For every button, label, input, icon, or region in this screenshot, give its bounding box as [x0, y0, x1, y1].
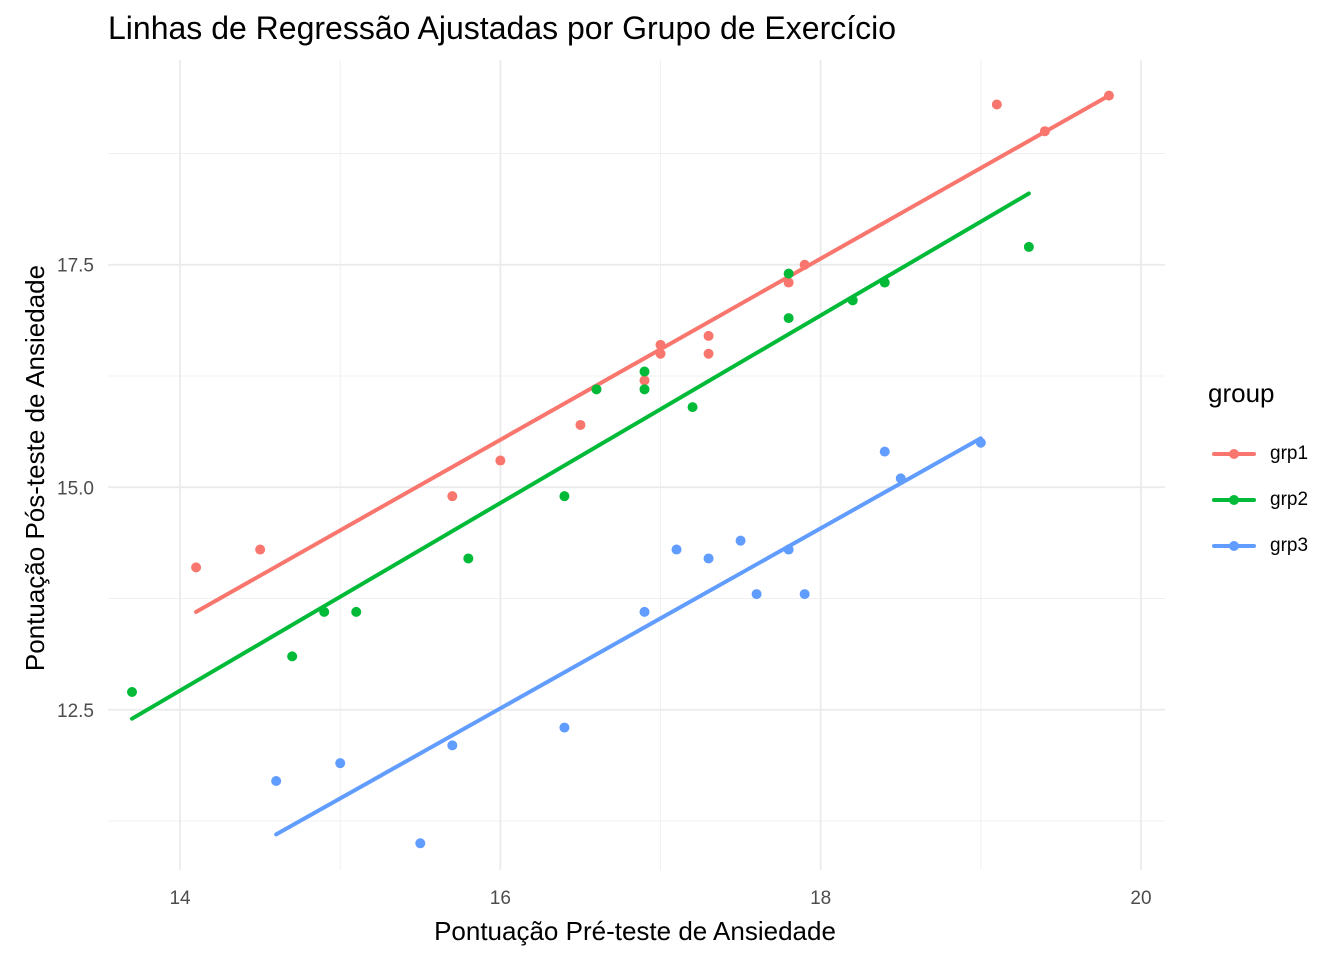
data-point-grp1	[191, 562, 202, 573]
regression-lines	[130, 93, 1111, 837]
data-point-grp1	[703, 330, 714, 341]
legend-point-grp2	[1229, 495, 1239, 505]
data-point-grp2	[559, 491, 570, 502]
data-point-grp1	[447, 491, 458, 502]
legend-key-grp2	[1208, 485, 1260, 515]
data-point-grp2	[351, 606, 362, 617]
data-point-grp3	[879, 446, 890, 457]
data-point-grp3	[975, 437, 986, 448]
data-point-grp3	[559, 722, 570, 733]
legend-point-grp1	[1229, 449, 1239, 459]
x-tick-label: 20	[1130, 888, 1151, 909]
data-point-grp2	[687, 402, 698, 413]
data-point-grp3	[799, 589, 810, 600]
legend: group grp1 grp2 grp3	[1208, 378, 1308, 569]
data-point-grp1	[1039, 126, 1050, 137]
x-axis-tick-labels: 14 16 18 20	[169, 888, 1151, 909]
data-point-grp3	[783, 544, 794, 555]
data-point-grp1	[255, 544, 266, 555]
legend-item-grp3: grp3	[1208, 523, 1308, 569]
data-point-grp3	[735, 535, 746, 546]
data-point-grp3	[271, 775, 282, 786]
data-point-grp2	[639, 366, 650, 377]
data-point-grp1	[495, 455, 506, 466]
data-point-grp3	[671, 544, 682, 555]
legend-key-grp1	[1208, 439, 1260, 469]
x-axis-title: Pontuação Pré-teste de Ansiedade	[434, 916, 836, 946]
data-point-grp1	[703, 348, 714, 359]
x-tick-label: 14	[169, 888, 191, 909]
scatter-plot: 14 16 18 20 12.5 15.0 17.5 Pontuação Pré-test…	[20, 60, 1165, 946]
legend-label-grp2: grp2	[1270, 489, 1309, 510]
minor-gridlines	[108, 60, 1165, 870]
data-point-grp2	[639, 384, 650, 395]
data-point-grp2	[591, 384, 602, 395]
regression-line-grp1	[194, 93, 1111, 614]
data-point-grp3	[447, 740, 458, 751]
legend-title: group	[1208, 378, 1275, 408]
data-point-grp2	[463, 553, 474, 564]
data-point-grp1	[575, 419, 586, 430]
legend-key-grp3	[1208, 531, 1260, 561]
data-point-grp3	[335, 758, 346, 769]
data-point-grp3	[703, 553, 714, 564]
data-point-grp2	[783, 268, 794, 279]
legend-item-grp2: grp2	[1208, 477, 1308, 523]
data-point-grp1	[655, 348, 666, 359]
y-tick-label: 17.5	[57, 256, 94, 277]
y-axis-title: Pontuação Pós-teste de Ansiedade	[20, 265, 50, 671]
data-point-grp1	[1103, 90, 1114, 101]
legend-label-grp3: grp3	[1270, 535, 1309, 556]
data-point-grp2	[127, 686, 138, 697]
data-point-grp1	[639, 375, 650, 386]
legend-label-grp1: grp1	[1270, 443, 1309, 464]
y-tick-label: 12.5	[57, 701, 94, 722]
data-point-grp1	[655, 339, 666, 350]
y-axis-tick-labels: 12.5 15.0 17.5	[57, 256, 94, 722]
major-gridlines	[108, 60, 1165, 870]
y-tick-label: 15.0	[57, 478, 94, 499]
data-point-grp3	[415, 838, 426, 849]
legend-point-grp3	[1229, 541, 1239, 551]
x-tick-label: 18	[810, 888, 831, 909]
data-point-grp2	[287, 651, 298, 662]
regression-line-grp2	[130, 191, 1031, 721]
data-point-grp1	[991, 99, 1002, 110]
legend-item-grp1: grp1	[1208, 431, 1308, 477]
chart-title: Linhas de Regressão Ajustadas por Grupo …	[108, 10, 897, 46]
data-point-grp3	[895, 473, 906, 484]
data-point-grp2	[1023, 241, 1034, 252]
regression-line-grp3	[274, 436, 983, 837]
data-point-grp3	[751, 589, 762, 600]
x-tick-label: 16	[490, 888, 511, 909]
data-point-grp2	[319, 606, 330, 617]
data-point-grp3	[639, 606, 650, 617]
data-point-grp1	[799, 259, 810, 270]
data-point-grp2	[879, 277, 890, 288]
data-points	[127, 90, 1114, 849]
data-point-grp1	[783, 277, 794, 288]
data-point-grp2	[847, 295, 858, 306]
data-point-grp2	[783, 313, 794, 324]
